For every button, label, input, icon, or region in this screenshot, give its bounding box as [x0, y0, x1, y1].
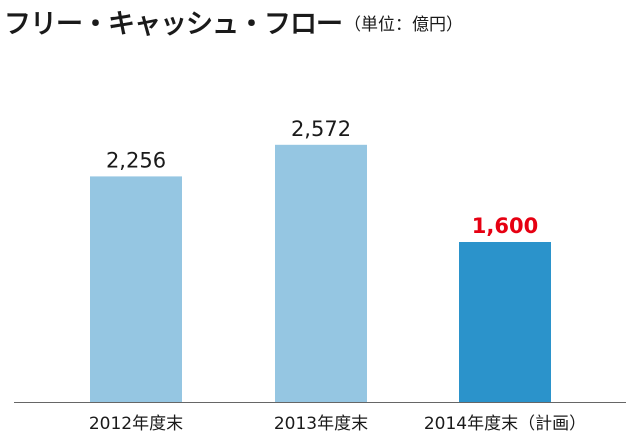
data-label-3: 1,600: [472, 214, 538, 238]
chart-title-main: フリー・キャッシュ・フロー: [4, 9, 343, 40]
data-label-1: 2,256: [106, 148, 166, 172]
chart-unit-label: （単位：億円）: [344, 15, 463, 35]
chart-title: フリー・キャッシュ・フロー （単位：億円）: [4, 2, 463, 41]
bar-2: [275, 144, 367, 403]
x-tick-label-2: 2013年度末: [274, 414, 368, 434]
bar-1: [90, 176, 182, 402]
x-tick-label-3: 2014年度末（計画）: [424, 414, 586, 434]
bar-3: [459, 242, 551, 402]
data-label-2: 2,572: [291, 117, 351, 141]
x-tick-label-1: 2012年度末: [89, 414, 183, 434]
